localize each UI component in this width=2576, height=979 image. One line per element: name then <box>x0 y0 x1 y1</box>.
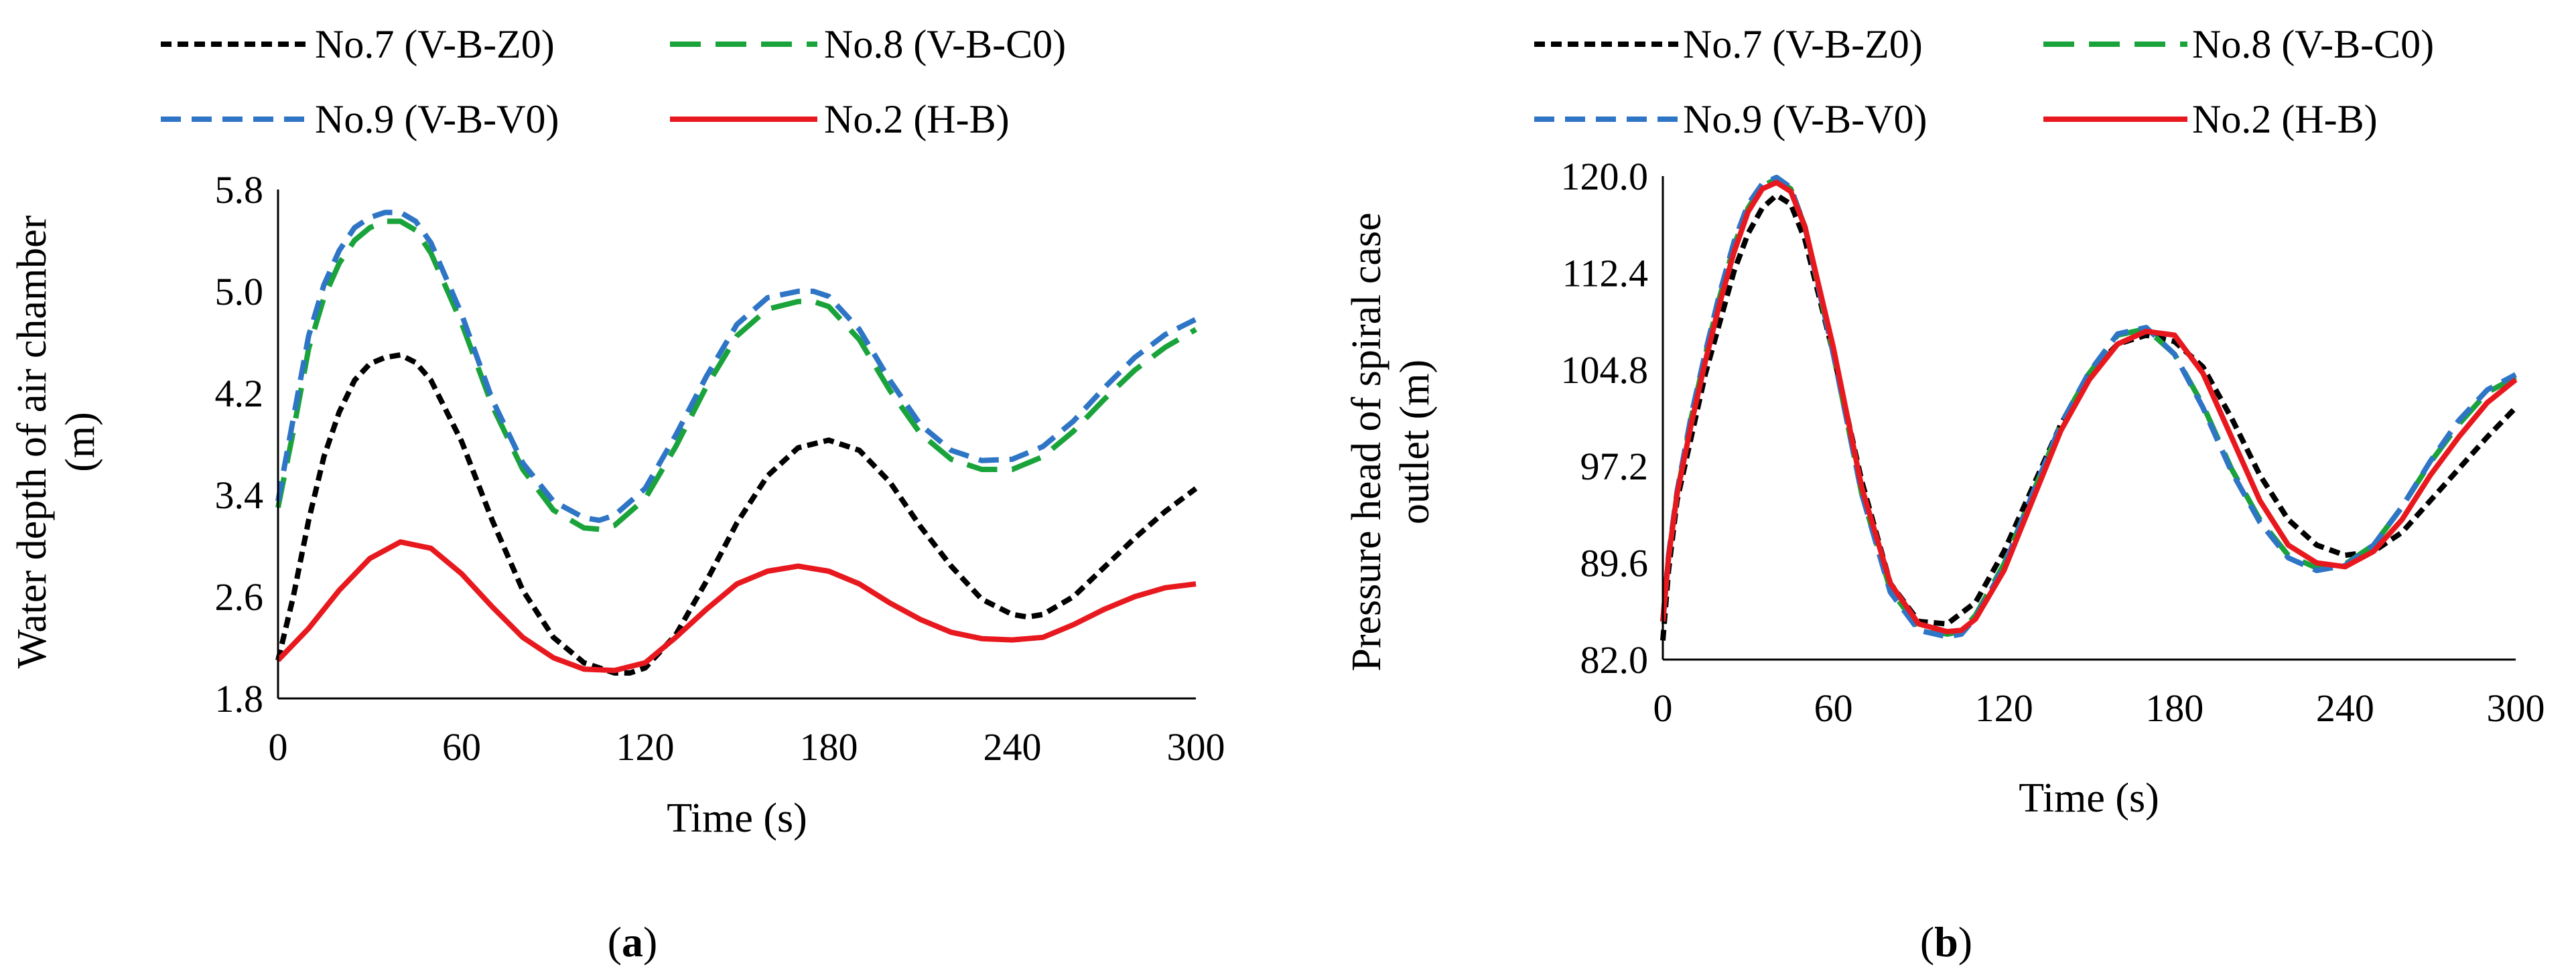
caption-b: (b) <box>1920 918 1972 966</box>
series-line-b-2 <box>1660 174 2517 639</box>
series-line-b-1 <box>1660 175 2517 637</box>
y-tick-label-a-3: 4.2 <box>215 372 264 415</box>
y-tick-label-a-4: 5.0 <box>215 270 264 313</box>
x-tick-label-a-2: 120 <box>616 725 675 769</box>
legend-label-b-no9: No.9 (V-B-V0) <box>1683 97 1927 141</box>
y-axis-label-b-line2: outlet (m) <box>1392 360 1438 524</box>
y-tick-label-b-1: 89.6 <box>1580 542 1649 585</box>
legend-label-a-no2: No.2 (H-B) <box>824 97 1010 141</box>
y-tick-label-a-0: 1.8 <box>215 677 264 721</box>
legend-label-a-no9: No.9 (V-B-V0) <box>315 97 559 141</box>
y-axis-label-a-line1: Water depth of air chamber <box>9 215 55 668</box>
x-axis-label-a: Time (s) <box>667 796 807 841</box>
series-group-b <box>1660 174 2518 641</box>
x-tick-label-b-2: 120 <box>1975 686 2033 730</box>
legend-label-b-no2: No.2 (H-B) <box>2192 97 2378 141</box>
legend-label-a-no7: No.7 (V-B-Z0) <box>315 22 555 66</box>
x-tick-label-a-3: 180 <box>800 725 858 769</box>
y-tick-label-a-2: 3.4 <box>215 473 264 517</box>
x-tick-label-b-1: 60 <box>1814 686 1853 730</box>
series-group-a <box>275 210 1198 676</box>
x-tick-label-b-3: 180 <box>2145 686 2204 730</box>
y-tick-label-a-1: 2.6 <box>215 575 264 619</box>
chart-panel-b: No.7 (V-B-Z0) No.8 (V-B-C0) No.9 (V-B-V0… <box>1344 22 2545 966</box>
series-line-b-3 <box>1660 179 2518 635</box>
legend-label-b-no8: No.8 (V-B-C0) <box>2192 22 2434 66</box>
caption-a: (a) <box>608 918 658 966</box>
y-axis-label-a-line2: (m) <box>58 412 103 472</box>
x-tick-label-b-0: 0 <box>1653 686 1673 730</box>
x-tick-label-b-4: 240 <box>2316 686 2374 730</box>
x-tick-label-b-5: 300 <box>2487 686 2545 730</box>
legend-a: No.7 (V-B-Z0) No.8 (V-B-C0) No.9 (V-B-V0… <box>161 22 1066 141</box>
y-tick-label-b-2: 97.2 <box>1580 445 1649 488</box>
y-tick-label-a-5: 5.8 <box>215 168 264 212</box>
y-tick-label-b-5: 120.0 <box>1561 155 1649 198</box>
x-tick-label-a-0: 0 <box>269 725 288 769</box>
x-axis-label-b: Time (s) <box>2019 775 2159 821</box>
series-line-a-1 <box>275 218 1198 532</box>
x-tick-labels-b: 0 60 120 180 240 300 <box>1653 686 2545 730</box>
x-tick-label-a-5: 300 <box>1167 725 1225 769</box>
y-tick-labels-b: 82.0 89.6 97.2 104.8 112.4 120.0 <box>1561 155 1649 682</box>
x-tick-labels-a: 0 60 120 180 240 300 <box>269 725 1225 769</box>
y-tick-label-b-0: 82.0 <box>1580 638 1649 682</box>
series-line-a-3 <box>276 539 1197 674</box>
series-line-b-0 <box>1660 192 2518 641</box>
series-line-a-2 <box>275 210 1197 523</box>
x-tick-label-a-4: 240 <box>984 725 1042 769</box>
y-tick-label-b-4: 112.4 <box>1562 251 1648 295</box>
legend-label-b-no7: No.7 (V-B-Z0) <box>1683 22 1923 66</box>
legend-label-a-no8: No.8 (V-B-C0) <box>824 22 1066 66</box>
chart-panel-a: No.7 (V-B-Z0) No.8 (V-B-C0) No.9 (V-B-V0… <box>9 22 1225 966</box>
x-tick-label-a-1: 60 <box>442 725 481 769</box>
y-axis-label-b-line1: Pressure head of spiral case <box>1344 212 1389 671</box>
legend-b: No.7 (V-B-Z0) No.8 (V-B-C0) No.9 (V-B-V0… <box>1534 22 2434 141</box>
y-tick-labels-a: 1.8 2.6 3.4 4.2 5.0 5.8 <box>215 168 264 721</box>
series-line-a-0 <box>275 352 1198 676</box>
y-tick-label-b-3: 104.8 <box>1561 348 1649 392</box>
